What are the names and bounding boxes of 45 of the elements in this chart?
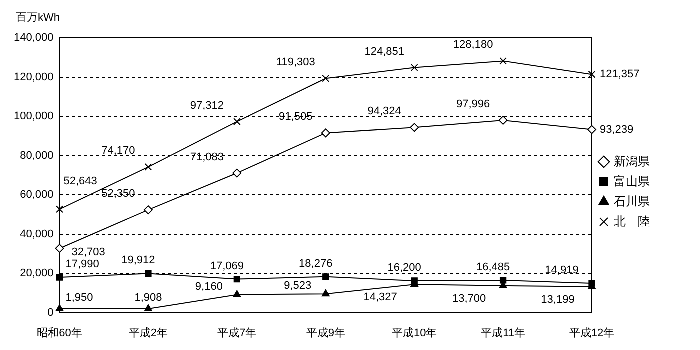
y-tick-label: 20,000 xyxy=(20,268,54,280)
x-tick-label: 平成10年 xyxy=(392,326,438,340)
data-label: 1,950 xyxy=(66,292,94,304)
x-tick-label: 平成7年 xyxy=(218,326,257,340)
data-label: 18,276 xyxy=(299,258,333,270)
data-label: 97,996 xyxy=(456,98,490,110)
data-label: 94,324 xyxy=(368,106,402,118)
data-label: 97,312 xyxy=(190,100,224,112)
x-tick-label: 平成2年 xyxy=(128,326,168,340)
data-label: 14,919 xyxy=(545,264,579,277)
data-label: 13,199 xyxy=(541,294,575,306)
x-tick-label: 平成11年 xyxy=(481,326,526,340)
legend-label: 富山県 xyxy=(614,174,650,188)
data-label: 124,851 xyxy=(364,46,404,58)
data-label: 32,703 xyxy=(72,246,106,259)
y-tick-label: 60,000 xyxy=(20,189,54,202)
data-label: 17,990 xyxy=(66,258,100,271)
data-label: 52,643 xyxy=(64,176,98,188)
data-label: 14,327 xyxy=(364,292,398,304)
y-tick-label: 80,000 xyxy=(20,150,54,162)
data-label: 13,700 xyxy=(452,292,486,305)
data-label: 128,180 xyxy=(453,39,494,52)
data-label: 121,357 xyxy=(600,68,640,81)
data-label: 74,170 xyxy=(102,145,136,158)
legend-label: 新潟県 xyxy=(614,154,650,168)
x-tick-label: 平成9年 xyxy=(306,326,346,340)
y-axis-title: 百万kWh xyxy=(16,12,60,24)
x-tick-label: 平成12年 xyxy=(569,326,615,340)
data-label: 16,485 xyxy=(476,261,510,274)
y-tick-label: 140,000 xyxy=(14,32,54,44)
y-tick-label: 100,000 xyxy=(14,110,54,123)
x-tick-label: 昭和60年 xyxy=(37,326,82,340)
data-label: 9,160 xyxy=(195,280,223,293)
legend-label: 北 陸 xyxy=(614,214,650,228)
data-label: 17,069 xyxy=(210,260,244,272)
y-tick-label: 0 xyxy=(48,306,54,319)
data-label: 93,239 xyxy=(600,124,634,136)
data-label: 1,908 xyxy=(134,292,162,304)
data-label: 19,912 xyxy=(122,254,156,267)
y-tick-label: 40,000 xyxy=(20,228,54,240)
data-label: 119,303 xyxy=(276,56,316,69)
data-label: 16,200 xyxy=(388,262,422,274)
legend-label: 石川県 xyxy=(614,194,650,208)
y-tick-label: 120,000 xyxy=(14,71,54,84)
data-label: 9,523 xyxy=(284,280,312,292)
